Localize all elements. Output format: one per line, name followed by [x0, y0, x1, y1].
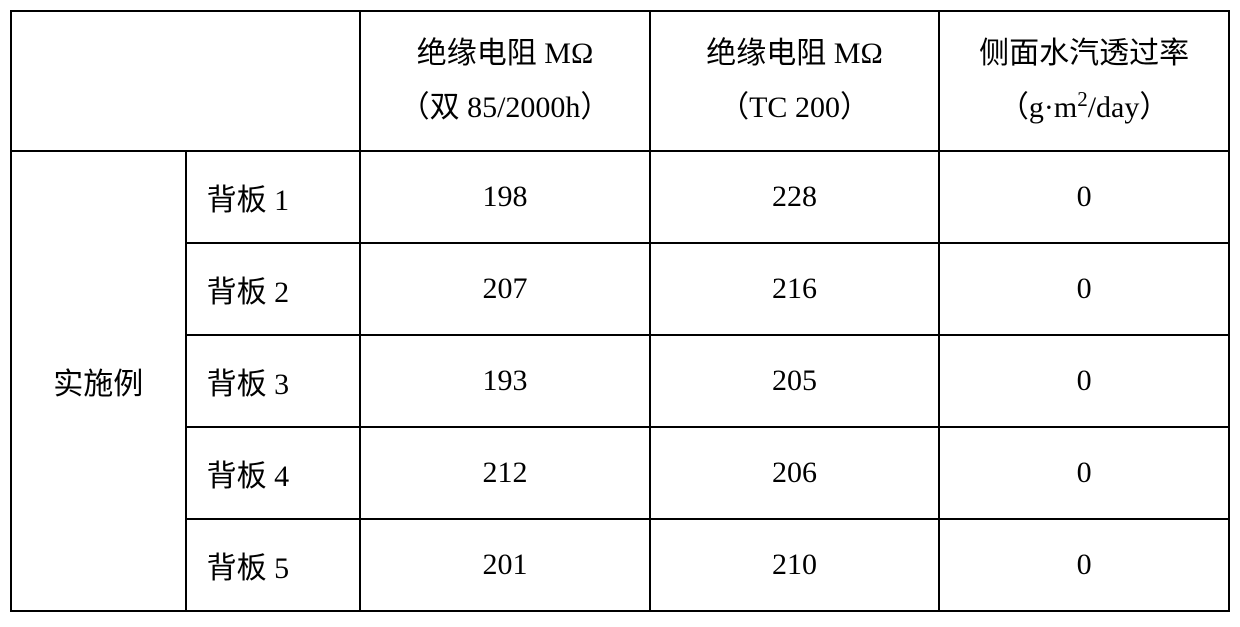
- cell-value: 0: [939, 427, 1229, 519]
- group-label-cell: 实施例: [11, 151, 186, 611]
- cell-value: 206: [650, 427, 939, 519]
- cell-value: 0: [939, 151, 1229, 243]
- row-label: 背板 4: [186, 427, 361, 519]
- unit-before: （g·m: [999, 91, 1077, 124]
- cell-value: 201: [360, 519, 650, 611]
- cell-value: 193: [360, 335, 650, 427]
- unit-sup: 2: [1077, 87, 1088, 111]
- header-col-insulation-1: 绝缘电阻 MΩ （双 85/2000h）: [360, 11, 650, 151]
- cell-value: 216: [650, 243, 939, 335]
- header-text-line2: （双 85/2000h）: [371, 81, 639, 135]
- data-table: 绝缘电阻 MΩ （双 85/2000h） 绝缘电阻 MΩ （TC 200） 侧面…: [10, 10, 1230, 612]
- table-row: 背板 2 207 216 0: [11, 243, 1229, 335]
- cell-value: 228: [650, 151, 939, 243]
- cell-value: 210: [650, 519, 939, 611]
- table-row: 背板 3 193 205 0: [11, 335, 1229, 427]
- row-label: 背板 5: [186, 519, 361, 611]
- cell-value: 198: [360, 151, 650, 243]
- header-text-line1: 绝缘电阻 MΩ: [371, 27, 639, 81]
- header-text-line2: （g·m2/day）: [950, 81, 1218, 135]
- cell-value: 207: [360, 243, 650, 335]
- cell-value: 0: [939, 335, 1229, 427]
- header-text-line1: 绝缘电阻 MΩ: [661, 27, 928, 81]
- row-label: 背板 2: [186, 243, 361, 335]
- header-col-insulation-2: 绝缘电阻 MΩ （TC 200）: [650, 11, 939, 151]
- header-col-wvtr: 侧面水汽透过率 （g·m2/day）: [939, 11, 1229, 151]
- cell-value: 0: [939, 519, 1229, 611]
- unit-after: /day）: [1088, 91, 1170, 124]
- cell-value: 205: [650, 335, 939, 427]
- header-empty-cell: [11, 11, 360, 151]
- table-container: 绝缘电阻 MΩ （双 85/2000h） 绝缘电阻 MΩ （TC 200） 侧面…: [10, 10, 1230, 612]
- header-text-line1: 侧面水汽透过率: [950, 27, 1218, 81]
- cell-value: 0: [939, 243, 1229, 335]
- table-row: 背板 4 212 206 0: [11, 427, 1229, 519]
- table-row: 实施例 背板 1 198 228 0: [11, 151, 1229, 243]
- header-text-line2: （TC 200）: [661, 81, 928, 135]
- row-label: 背板 1: [186, 151, 361, 243]
- header-row: 绝缘电阻 MΩ （双 85/2000h） 绝缘电阻 MΩ （TC 200） 侧面…: [11, 11, 1229, 151]
- row-label: 背板 3: [186, 335, 361, 427]
- table-row: 背板 5 201 210 0: [11, 519, 1229, 611]
- cell-value: 212: [360, 427, 650, 519]
